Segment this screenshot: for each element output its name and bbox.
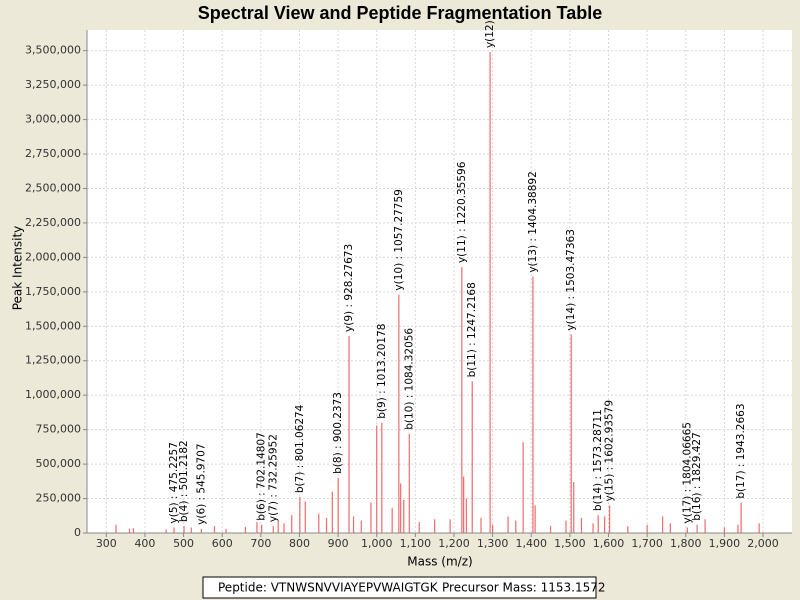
precursor-mass: Precursor Mass: 1153.1572 [442,581,606,595]
peak-label: y(12) [484,20,496,48]
x-tick-label: 1,600 [593,537,625,550]
y-tick-label: 2,250,000 [25,216,81,229]
y-tick-label: 500,000 [36,457,82,470]
peak-label: b(16) : 1829.427 [691,432,703,521]
x-tick-label: 400 [134,537,155,550]
y-tick-label: 3,500,000 [25,44,81,57]
x-tick-label: 1,900 [709,537,741,550]
peak-label: b(14) : 1573.28711 [592,409,604,511]
chart-title: Spectral View and Peptide Fragmentation … [198,3,602,23]
y-axis-title: Peak Intensity [11,226,25,311]
peak-label: b(11) : 1247.2168 [466,282,478,377]
x-tick-label: 700 [250,537,271,550]
peak-label: b(17) : 1943.2663 [735,403,747,498]
y-tick-label: 3,000,000 [25,113,81,126]
peak-label: y(11) : 1220.35596 [456,161,468,263]
y-tick-label: 750,000 [36,423,82,436]
footer-box [202,576,597,599]
peak-label: y(13) : 1404.38892 [527,171,539,272]
peak-label: b(10) : 1084.32056 [403,328,415,430]
peak-label: b(4) : 501.2182 [178,440,190,522]
x-tick-label: 2,000 [747,537,779,550]
peak-label: y(5) : 475.2257 [168,442,180,523]
peak-label: y(17) : 1804.06665 [681,422,693,523]
peak-label: y(7) : 732.25952 [267,434,279,522]
peptide: Peptide: VTNWSNVVIAYEPVWAIGTGK [218,581,439,595]
y-tick-label: 1,750,000 [25,285,81,298]
peak-label: b(7) : 801.06274 [294,404,306,493]
peak-label: b(6) : 702.14807 [256,432,268,521]
peak-label: y(15) : 1602.93579 [604,400,616,501]
x-tick-label: 1,100 [400,537,432,550]
peak-label: y(9) : 928.27673 [343,244,355,332]
peak-label: y(10) : 1057.27759 [393,189,405,290]
y-tick-label: 2,750,000 [25,147,81,160]
x-tick-label: 1,500 [554,537,586,550]
x-tick-label: 1,000 [361,537,393,550]
x-tick-label: 600 [212,537,233,550]
y-tick-label: 1,250,000 [25,354,81,367]
peak-label: b(8) : 900.2373 [332,392,344,474]
x-tick-label: 1,800 [670,537,702,550]
x-tick-label: 1,400 [515,537,547,550]
y-tick-label: 0 [74,526,81,539]
y-tick-label: 2,000,000 [25,250,81,263]
plot-area [87,30,792,533]
x-tick-label: 800 [289,537,310,550]
peak-label: y(14) : 1503.47363 [565,229,577,330]
x-tick-label: 1,700 [631,537,663,550]
peak-label: b(9) : 1013.20178 [376,324,388,419]
x-tick-label: 300 [96,537,117,550]
x-axis-title: Mass (m/z) [407,555,472,569]
x-tick-label: 1,200 [438,537,470,550]
y-tick-label: 1,500,000 [25,319,81,332]
y-tick-label: 1,000,000 [25,388,81,401]
y-tick-label: 2,500,000 [25,181,81,194]
y-tick-label: 250,000 [36,492,82,505]
peak-label: y(6) : 545.9707 [195,443,207,524]
x-tick-label: 900 [328,537,349,550]
y-tick-label: 3,250,000 [25,78,81,91]
x-tick-label: 1,300 [477,537,509,550]
x-tick-label: 500 [173,537,194,550]
grid [87,30,792,534]
